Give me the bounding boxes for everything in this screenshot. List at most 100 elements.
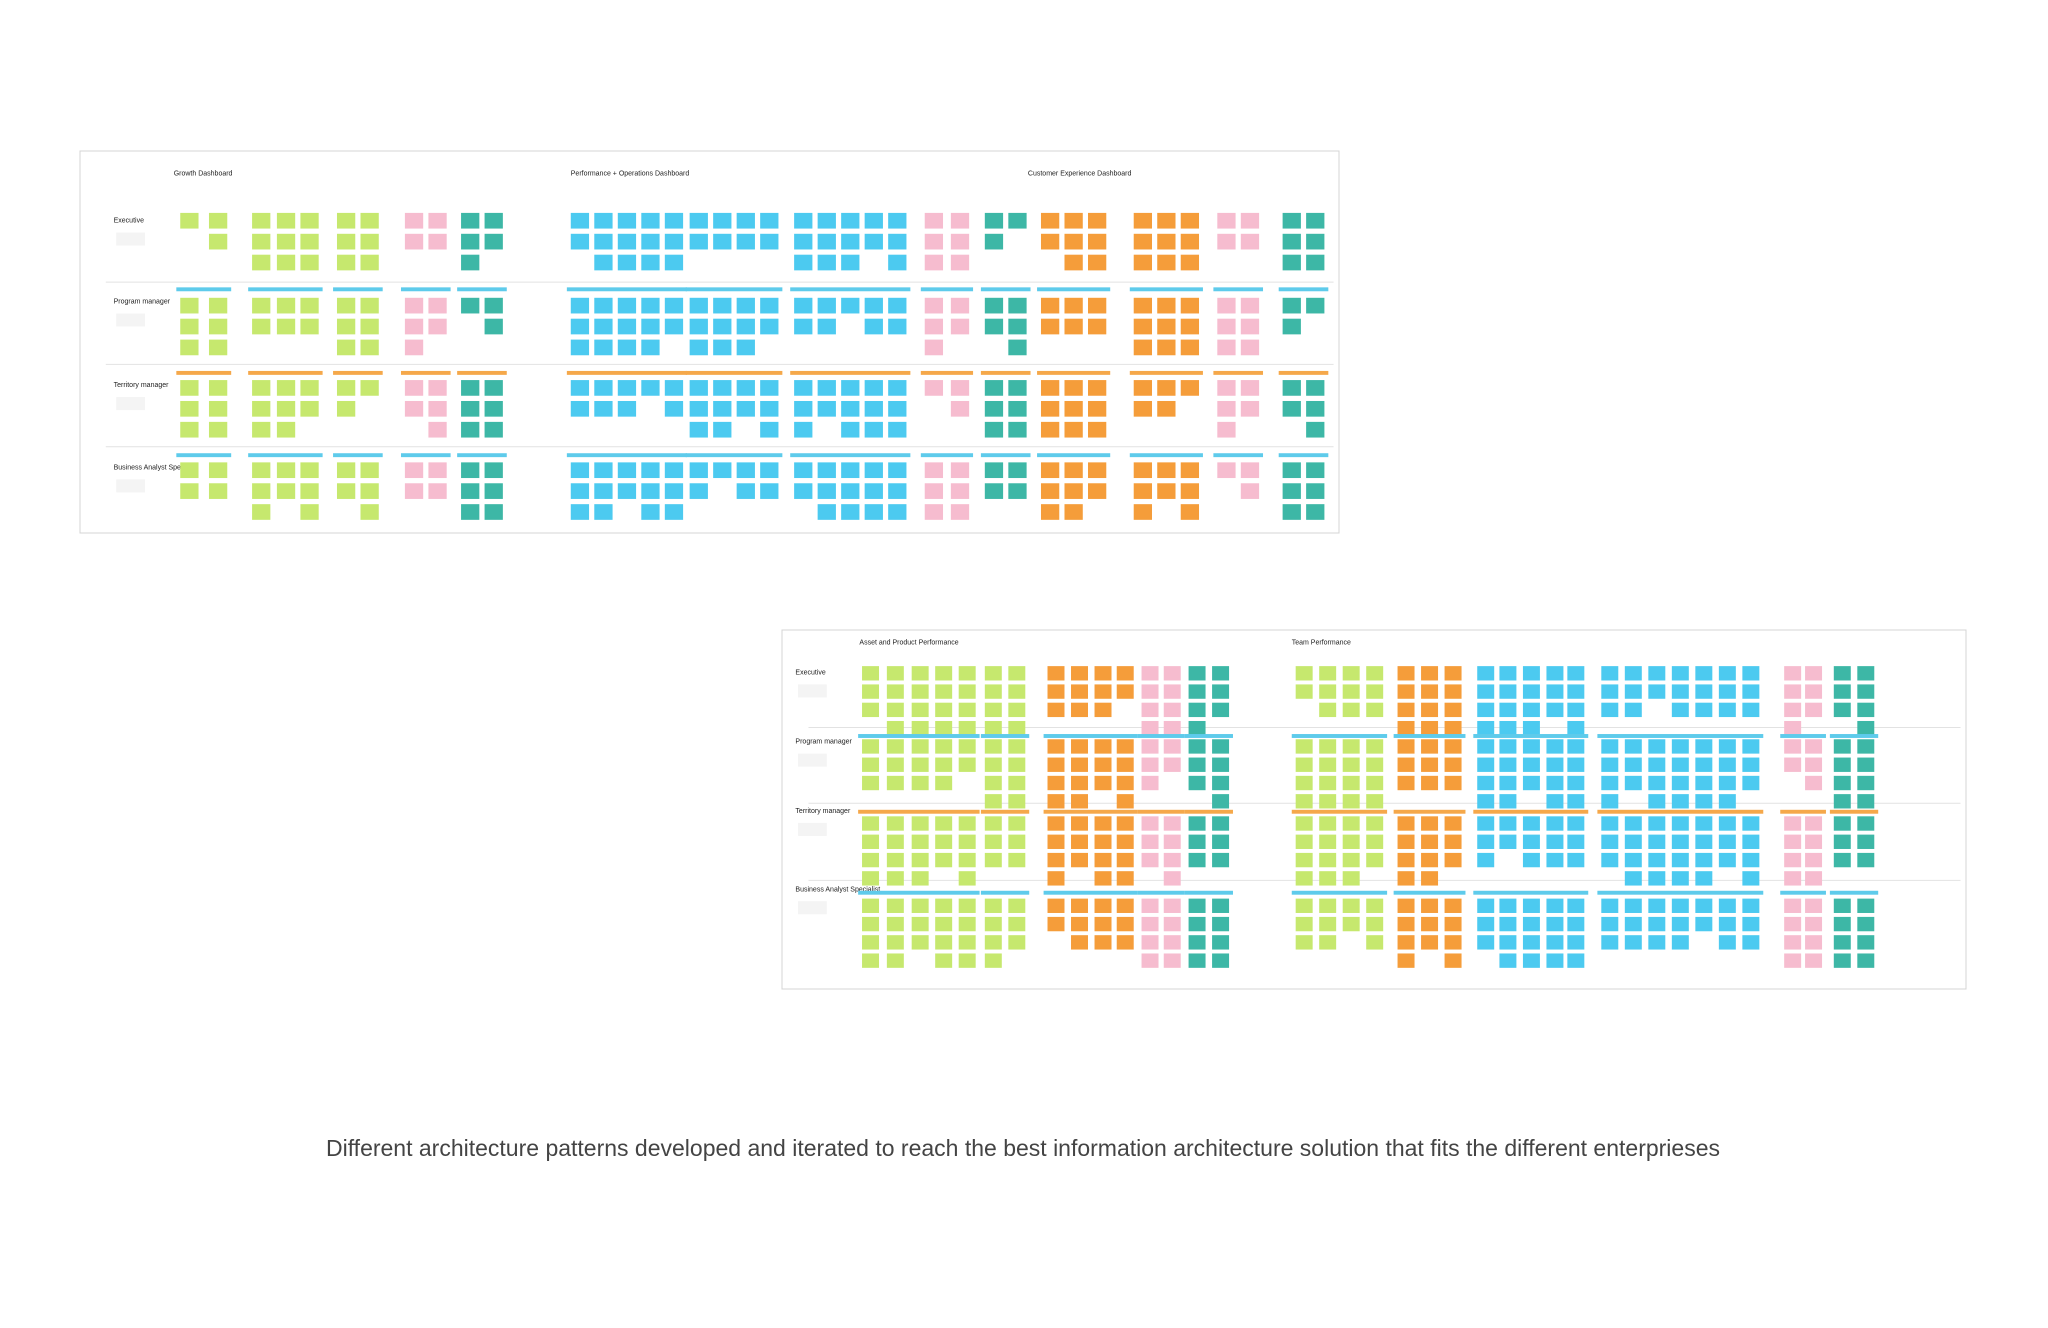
sticky-note (1477, 720, 1495, 736)
sticky-note (1319, 816, 1337, 831)
sticky-note (1342, 852, 1360, 868)
sticky-note (1141, 666, 1159, 681)
sticky-note (736, 400, 755, 417)
section-strip (1213, 370, 1264, 375)
sticky-note (760, 212, 779, 229)
sticky-note (1805, 834, 1823, 849)
sticky-note (1116, 871, 1134, 886)
sticky-note (1282, 483, 1301, 499)
sticky-note (1805, 916, 1823, 932)
sticky-note (1141, 834, 1159, 849)
sticky-note (1212, 834, 1230, 849)
sticky-note (984, 953, 1002, 968)
sticky-note (1648, 834, 1666, 849)
sticky-note (1784, 757, 1802, 772)
sticky-note (1008, 684, 1026, 699)
sticky-note (1477, 684, 1495, 699)
sticky-note (1444, 702, 1462, 718)
sticky-note (713, 380, 732, 396)
section-strip (457, 370, 507, 375)
sticky-note (570, 339, 590, 356)
sticky-note (1180, 339, 1200, 356)
sticky-note (1648, 852, 1666, 868)
sticky-note (1499, 702, 1517, 718)
sticky-note (336, 339, 356, 356)
sticky-note (1397, 935, 1415, 950)
sticky-note (1306, 297, 1325, 314)
sticky-note (1857, 794, 1875, 809)
sticky-note (958, 834, 976, 849)
sticky-note (180, 462, 199, 479)
sticky-note (1306, 380, 1325, 396)
sticky-note (1499, 935, 1517, 950)
sticky-note (1295, 816, 1313, 831)
sticky-note (664, 212, 684, 229)
sticky-note (1141, 739, 1159, 754)
sticky-note (336, 254, 356, 271)
sticky-note (1180, 212, 1200, 229)
sticky-note (1444, 916, 1462, 932)
section-strip (920, 287, 974, 292)
sticky-note (1567, 666, 1585, 681)
sticky-note (1040, 483, 1060, 499)
sticky-note (935, 852, 953, 868)
sticky-note (276, 380, 296, 396)
sticky-note (252, 297, 271, 314)
sticky-note (594, 212, 613, 229)
sticky-note (594, 400, 613, 417)
sticky-note (208, 233, 228, 250)
sticky-note (404, 380, 424, 396)
sticky-note (1601, 898, 1619, 913)
section-title: Performance + Operations Dashboard (571, 171, 690, 178)
sticky-note (1217, 462, 1236, 479)
sticky-note (404, 339, 424, 356)
sticky-note (984, 462, 1004, 479)
sticky-note (760, 318, 779, 335)
sticky-note (1444, 684, 1462, 699)
sticky-note (1163, 720, 1181, 736)
sticky-note (1742, 898, 1760, 913)
sticky-note (1397, 720, 1415, 736)
sticky-note (888, 233, 907, 250)
sticky-note (594, 318, 613, 335)
sticky-note (1671, 834, 1689, 849)
sticky-note (958, 757, 976, 772)
sticky-note (1833, 935, 1851, 950)
sticky-note (428, 233, 447, 250)
sticky-note (760, 380, 779, 396)
sticky-note (1088, 254, 1107, 271)
sticky-note (1421, 816, 1439, 831)
sticky-note (1522, 834, 1540, 849)
sticky-note (1718, 852, 1736, 868)
sticky-note (1094, 666, 1112, 681)
sticky-note (1008, 852, 1026, 868)
sticky-note (1444, 775, 1462, 791)
sticky-note (1648, 757, 1666, 772)
sticky-note (1366, 684, 1384, 699)
sticky-note (336, 297, 356, 314)
sticky-note (689, 421, 708, 438)
sticky-note (1805, 702, 1823, 718)
sticky-note (461, 462, 480, 479)
sticky-note (360, 297, 379, 314)
sticky-note (911, 935, 929, 950)
sticky-note (1188, 916, 1206, 932)
sticky-note (1857, 834, 1875, 849)
sticky-note (1240, 400, 1260, 417)
sticky-note (1784, 834, 1802, 849)
sticky-note (1141, 852, 1159, 868)
sticky-note (1319, 852, 1337, 868)
sticky-note (760, 233, 779, 250)
sticky-note (1421, 898, 1439, 913)
sticky-note (360, 233, 379, 250)
sticky-note (1742, 816, 1760, 831)
sticky-note (594, 483, 613, 499)
sticky-note (1040, 462, 1060, 479)
sticky-note (180, 297, 199, 314)
section-strip (1780, 890, 1826, 895)
sticky-note (1217, 233, 1236, 250)
sticky-note (1522, 739, 1540, 754)
sticky-note (713, 297, 732, 314)
section-strip (1473, 734, 1589, 738)
sticky-note (1163, 702, 1181, 718)
